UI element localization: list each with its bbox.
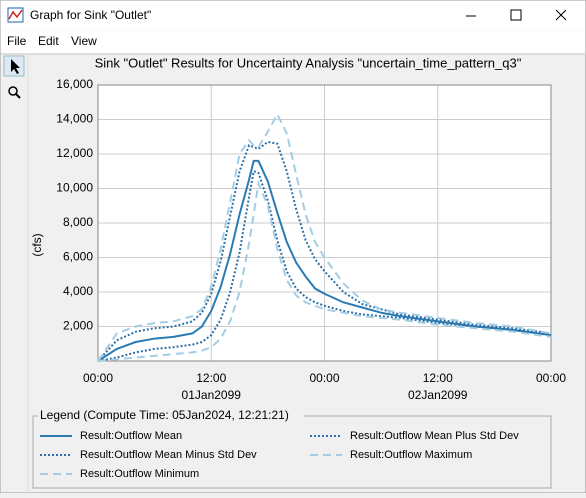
legend-label: Result:Outflow Mean Minus Std Dev xyxy=(80,449,257,461)
x-date-label: 01Jan2099 xyxy=(182,388,242,402)
pointer-tool[interactable] xyxy=(3,55,25,77)
maximize-button[interactable] xyxy=(510,9,522,21)
x-tick-label: 12:00 xyxy=(423,371,453,385)
close-button[interactable] xyxy=(555,9,567,21)
series-line xyxy=(97,112,552,362)
menu-item[interactable]: View xyxy=(71,34,97,48)
y-tick-label: 16,000 xyxy=(56,77,93,91)
y-tick-label: 2,000 xyxy=(63,319,93,333)
y-tick-label: 4,000 xyxy=(63,284,93,298)
legend-label: Result:Outflow Minimum xyxy=(80,468,199,480)
plot-border xyxy=(97,84,552,362)
y-tick-label: 10,000 xyxy=(56,181,93,195)
zoom-tool[interactable] xyxy=(8,86,21,99)
y-tick-label: 14,000 xyxy=(56,112,93,126)
title-bar xyxy=(0,0,586,31)
y-tick-label: 6,000 xyxy=(63,250,93,264)
y-tick-label: 12,000 xyxy=(56,146,93,160)
legend-label: Result:Outflow Maximum xyxy=(350,449,472,461)
legend-label: Result:Outflow Mean xyxy=(80,430,182,442)
y-axis-label: (cfs) xyxy=(30,233,44,256)
menu-item[interactable]: File xyxy=(7,34,27,48)
y-tick-label: 8,000 xyxy=(63,215,93,229)
app-icon xyxy=(7,7,24,23)
window-title: Graph for Sink "Outlet" xyxy=(30,8,151,22)
legend-title-bg xyxy=(38,409,304,423)
menu-item[interactable]: Edit xyxy=(38,34,59,48)
series-line xyxy=(97,159,552,362)
chart-title: Sink "Outlet" Results for Uncertainty An… xyxy=(95,55,522,70)
x-tick-label: 00:00 xyxy=(536,371,566,385)
legend-label: Result:Outflow Mean Plus Std Dev xyxy=(350,430,519,442)
legend-title: Legend (Compute Time: 05Jan2024, 12:21:2… xyxy=(40,408,289,422)
series-line xyxy=(97,169,552,362)
x-date-label: 02Jan2099 xyxy=(408,388,468,402)
series-line xyxy=(97,179,552,362)
menu-bar xyxy=(0,31,586,53)
x-tick-label: 00:00 xyxy=(309,371,339,385)
x-tick-label: 12:00 xyxy=(196,371,226,385)
x-tick-label: 00:00 xyxy=(83,371,113,385)
